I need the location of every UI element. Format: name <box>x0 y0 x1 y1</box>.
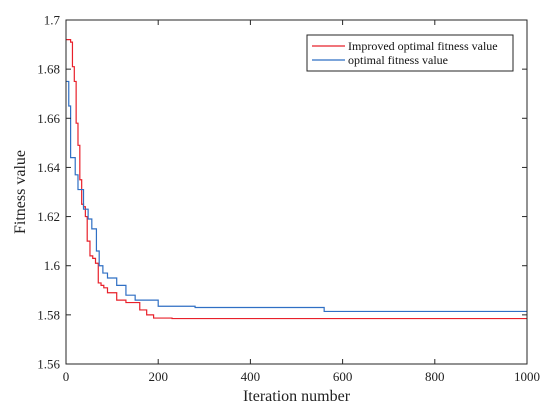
x-tick-label: 600 <box>333 369 353 384</box>
x-axis-title: Iteration number <box>243 388 351 405</box>
y-tick-label: 1.7 <box>44 13 61 28</box>
series-line-improved <box>66 39 527 320</box>
x-axis: 0 200 400 600 800 1000 <box>63 20 540 384</box>
x-tick-label: 800 <box>425 369 445 384</box>
series-layer <box>66 39 527 320</box>
legend-entry-improved: Improved optimal fitness value <box>348 39 498 53</box>
legend-box <box>306 34 514 72</box>
y-axis-title: Fitness value <box>12 150 29 234</box>
plot-frame <box>65 19 528 365</box>
y-tick-label: 1.58 <box>37 307 60 322</box>
y-tick-label: 1.6 <box>44 258 61 273</box>
x-tick-label: 0 <box>63 369 70 384</box>
y-axis: 1.56 1.58 1.6 1.62 1.64 1.66 1.68 1.7 <box>37 13 527 372</box>
x-tick-label: 200 <box>148 369 168 384</box>
y-tick-label: 1.62 <box>37 209 60 224</box>
y-tick-label: 1.56 <box>37 357 60 372</box>
x-tick-label: 1000 <box>514 369 540 384</box>
y-tick-label: 1.66 <box>37 111 60 126</box>
legend-entry-optimal: optimal fitness value <box>348 53 448 67</box>
x-tick-label: 400 <box>241 369 261 384</box>
y-tick-label: 1.68 <box>37 62 60 77</box>
legend: Improved optimal fitness value optimal f… <box>306 34 514 72</box>
series-line-optimal <box>66 80 527 313</box>
y-tick-label: 1.64 <box>37 160 60 175</box>
